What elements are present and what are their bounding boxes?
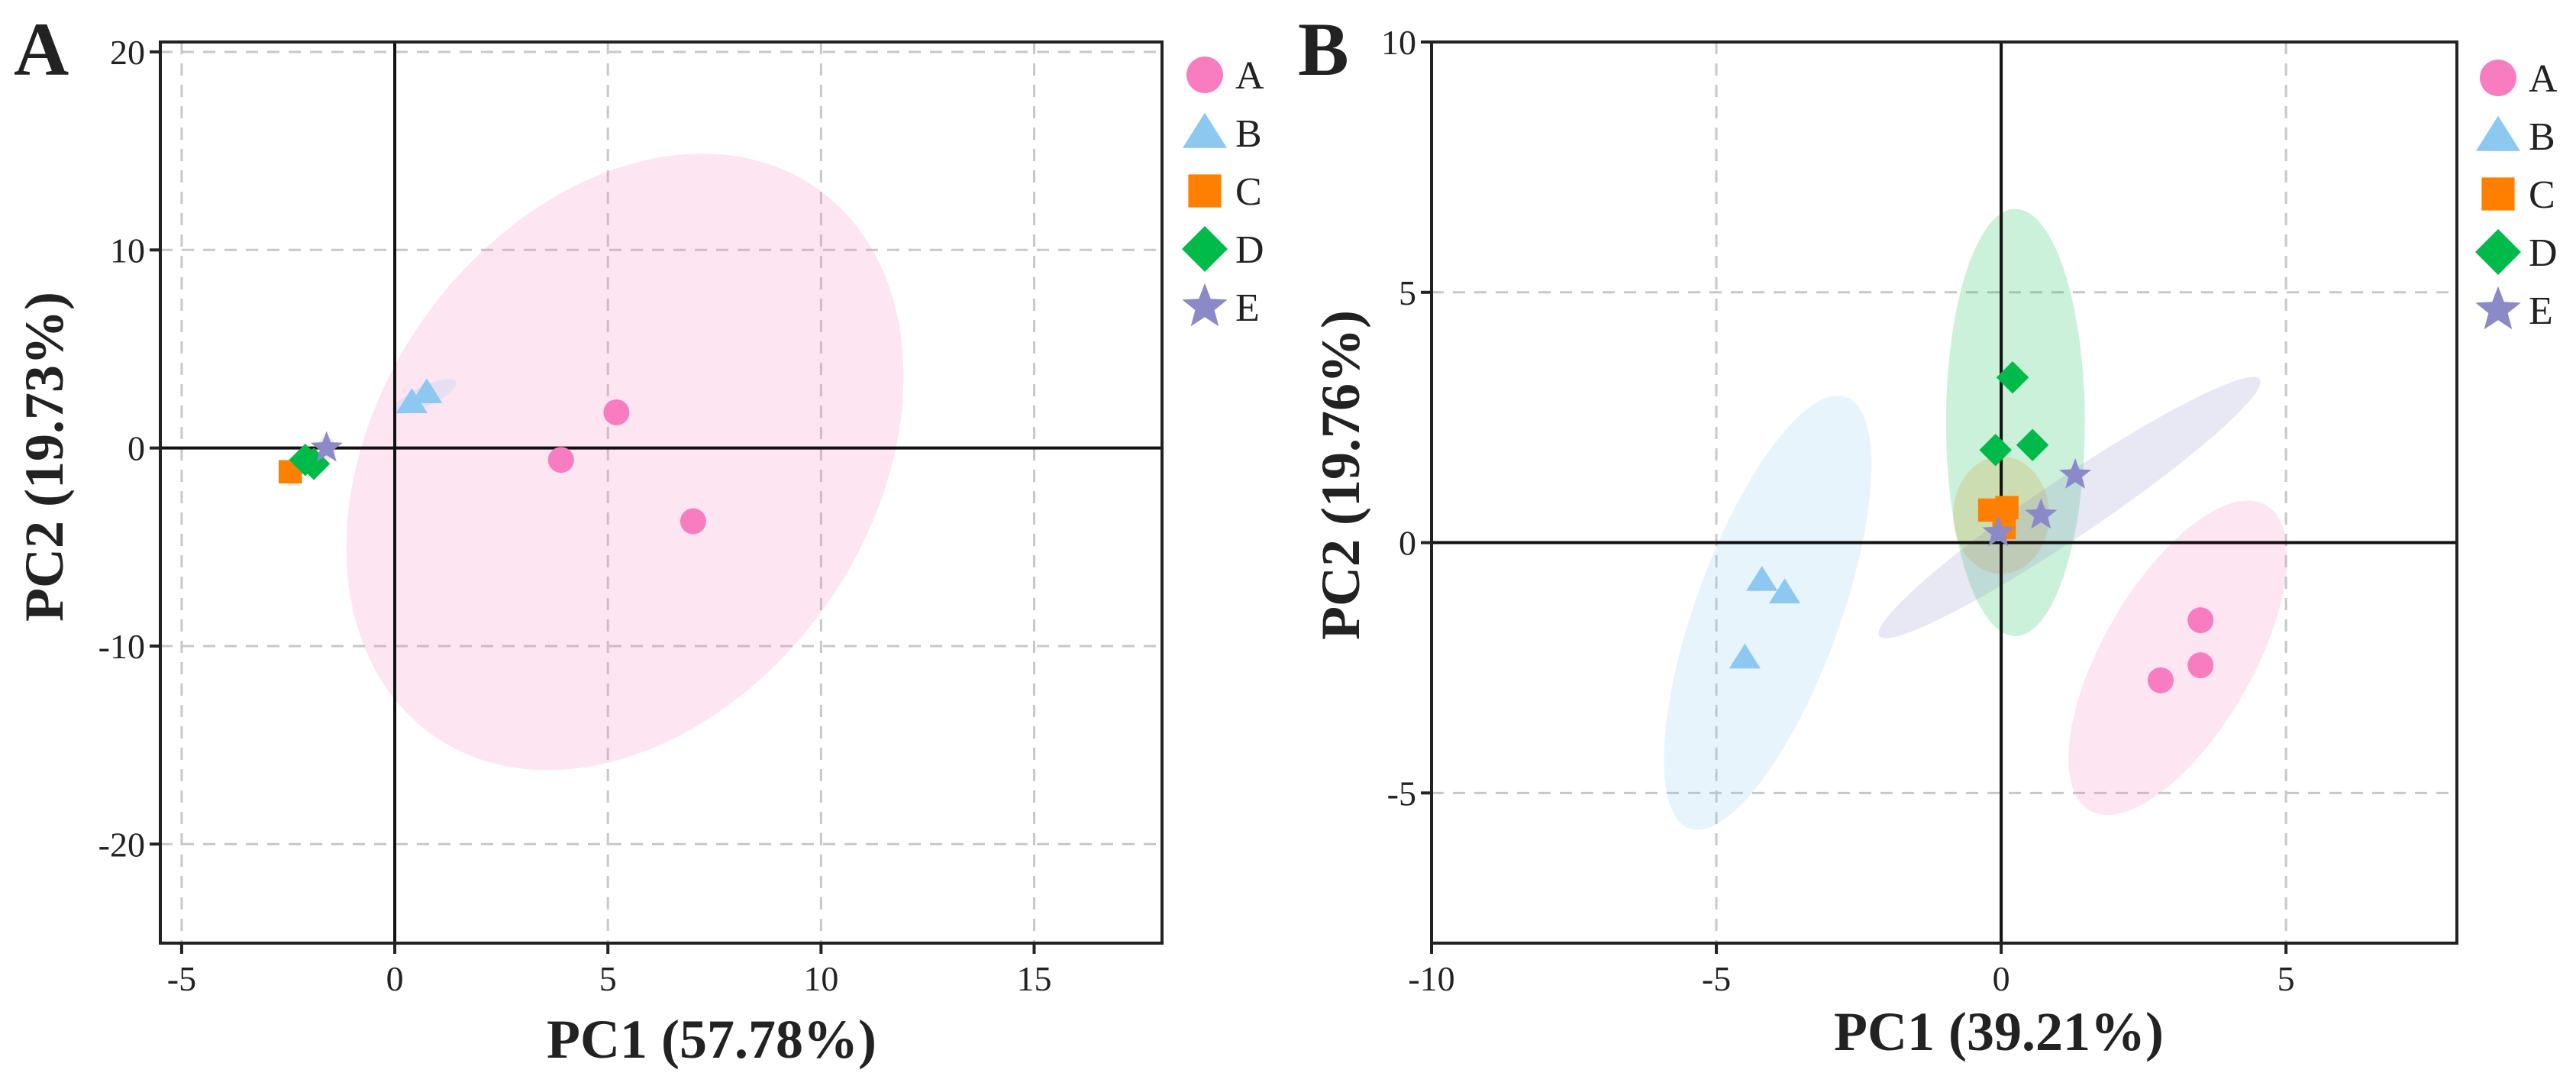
panel-b-ellipse-E bbox=[1878, 376, 2261, 638]
panel-a-point-A-1 bbox=[547, 447, 574, 473]
panel-a-x-tick-label: 15 bbox=[1017, 959, 1052, 998]
panel-b-point-E-3 bbox=[2059, 458, 2092, 489]
panel-b-legend-label-B: B bbox=[2529, 115, 2555, 159]
panel-a-point-E-1 bbox=[310, 431, 343, 462]
panel-b-legend-marker-C bbox=[2481, 177, 2515, 211]
panel-b-y-tick-label: 10 bbox=[1381, 23, 1416, 62]
panel-b-legend-marker-D bbox=[2475, 229, 2521, 275]
panel-a-legend-label-B: B bbox=[1235, 112, 1262, 156]
panel-b-y-tick-label: -5 bbox=[1387, 774, 1416, 813]
panel-b-legend-label-E: E bbox=[2529, 289, 2553, 333]
panel-b-point-B-3 bbox=[1729, 643, 1761, 669]
panel-b-point-B-1 bbox=[1746, 566, 1778, 591]
panel-b-point-E-1 bbox=[1982, 515, 2015, 547]
panel-b-ellipse-A bbox=[2068, 500, 2287, 816]
panel-a-y-tick-label: 20 bbox=[110, 33, 145, 72]
panel-a-y-axis-title: PC2 (19.73%) bbox=[14, 292, 75, 622]
panel-a: A -5 0 5 10 15 20 10 0 -10 -20 PC1 (57.78%) PC2 (… bbox=[14, 7, 1264, 1070]
panel-b-x-axis-title: PC1 (39.21%) bbox=[1834, 1001, 2164, 1062]
panel-b-legend-label-C: C bbox=[2529, 173, 2555, 217]
panel-b-point-A-2 bbox=[2187, 652, 2214, 679]
panel-b-point-A-3 bbox=[2148, 667, 2174, 693]
panel-b-plot-frame bbox=[1430, 40, 2458, 945]
panel-a-y-tick-label: -20 bbox=[98, 825, 145, 864]
panel-a-legend-label-A: A bbox=[1235, 54, 1264, 98]
panel-a-legend-marker-E bbox=[1182, 283, 1228, 327]
panel-a-y-tick-label: 10 bbox=[110, 231, 145, 270]
panel-a-point-B-1 bbox=[395, 388, 428, 414]
panel-a-legend-marker-B bbox=[1182, 112, 1228, 148]
panel-a-x-tick-label: -5 bbox=[167, 959, 196, 998]
panel-a-legend-marker-C bbox=[1188, 174, 1222, 208]
panel-b-ellipse-D bbox=[1945, 208, 2085, 636]
panel-a-legend-label-D: D bbox=[1235, 228, 1264, 272]
panel-a-letter: A bbox=[14, 7, 69, 92]
panel-b-y-tick-label: 5 bbox=[1399, 273, 1416, 312]
panel-b-point-D-3 bbox=[2016, 428, 2049, 461]
panel-a-point-A-3 bbox=[680, 508, 706, 535]
panel-a-legend-label-E: E bbox=[1235, 286, 1260, 330]
panel-a-legend-marker-D bbox=[1182, 226, 1228, 272]
panel-b-legend-marker-A bbox=[2480, 60, 2516, 96]
panel-b-x-tick-label: 5 bbox=[2277, 959, 2295, 998]
panel-b-y-axis-title: PC2 (19.76%) bbox=[1310, 310, 1371, 640]
panel-b-point-E-2 bbox=[2025, 498, 2058, 529]
panel-b-x-tick-label: 0 bbox=[1993, 959, 2010, 998]
panel-b-point-D-1 bbox=[1996, 360, 2029, 394]
panel-b-point-A-1 bbox=[2187, 607, 2214, 634]
panel-b-x-tick-label: -5 bbox=[1702, 959, 1731, 998]
panel-a-point-A-2 bbox=[603, 399, 630, 425]
panel-a-point-B-2 bbox=[411, 378, 443, 404]
panel-b-point-B-2 bbox=[1769, 578, 1801, 604]
panel-a-y-tick-label: 0 bbox=[128, 429, 145, 468]
panel-a-x-tick-label: 10 bbox=[803, 959, 838, 998]
panel-a-x-tick-label: 0 bbox=[386, 959, 404, 998]
panel-a-y-tick-label: -10 bbox=[98, 627, 145, 666]
panel-a-x-tick-label: 5 bbox=[599, 959, 617, 998]
panel-a-ellipse-A bbox=[346, 153, 904, 771]
panel-b: B -10 -5 0 5 10 5 0 -5 PC1 (39.21%) PC2 (19.76%… bbox=[1298, 7, 2558, 1062]
panel-b-ellipse-B bbox=[1664, 395, 1872, 830]
panel-b-point-D-2 bbox=[1979, 434, 2012, 467]
panel-b-legend-label-D: D bbox=[2529, 231, 2558, 275]
panel-b-letter: B bbox=[1298, 7, 1349, 92]
panel-b-legend-label-A: A bbox=[2529, 57, 2558, 101]
panel-b-point-C-3 bbox=[1995, 496, 2019, 519]
panel-b-x-tick-label: -10 bbox=[1408, 959, 1454, 998]
panel-a-grid bbox=[160, 42, 1162, 943]
panel-b-grid bbox=[1430, 40, 2457, 943]
panel-b-legend-marker-E bbox=[2475, 286, 2521, 330]
panel-a-legend-marker-A bbox=[1186, 57, 1223, 93]
panel-a-plot-frame bbox=[159, 40, 1164, 945]
panel-a-x-axis-title: PC1 (57.78%) bbox=[547, 1009, 876, 1070]
panel-b-legend-marker-B bbox=[2475, 115, 2521, 151]
panel-b-y-tick-label: 0 bbox=[1399, 524, 1416, 563]
panel-a-legend-label-C: C bbox=[1235, 170, 1262, 214]
